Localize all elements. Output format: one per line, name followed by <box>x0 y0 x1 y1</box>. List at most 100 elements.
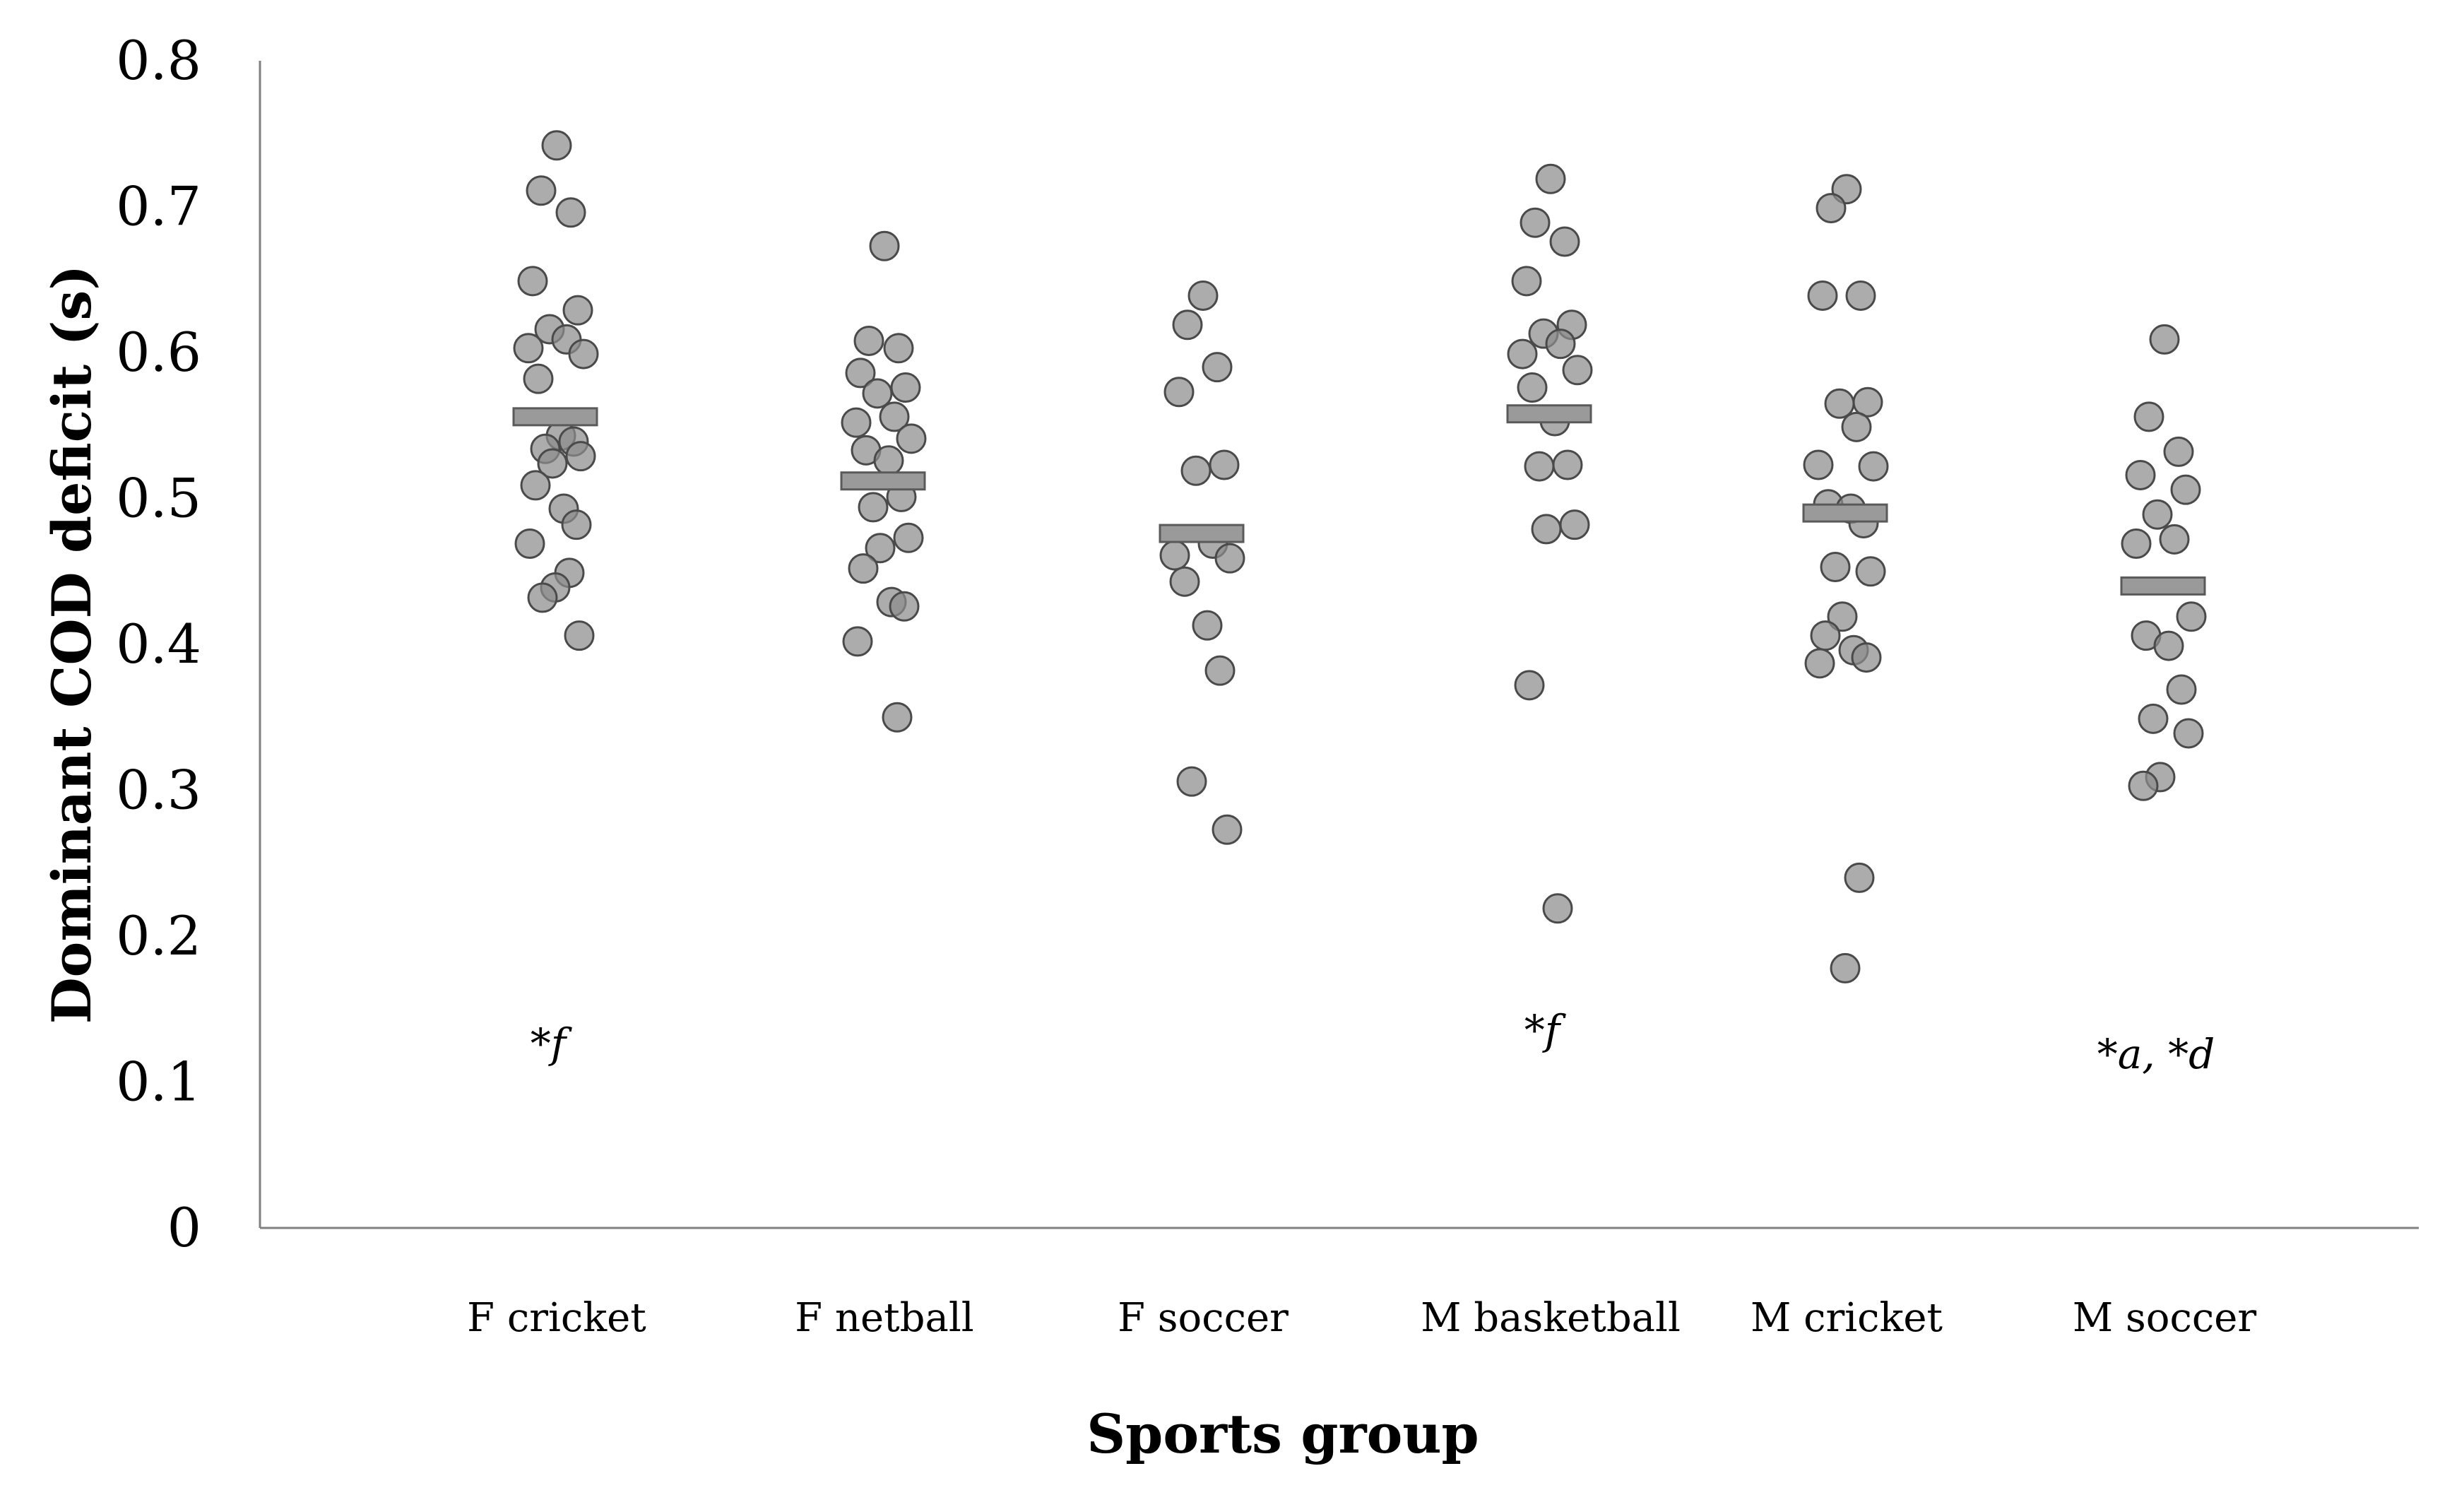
y-tick-label: 0.8 <box>116 29 201 92</box>
mean-bar <box>2120 576 2206 596</box>
data-point <box>1841 411 1872 442</box>
data-point <box>1176 766 1207 797</box>
y-tick-labels: 0 0.1 0.2 0.3 0.4 0.5 0.6 0.7 0.8 <box>116 29 201 1259</box>
data-point <box>890 372 921 403</box>
data-point <box>1820 552 1851 583</box>
data-point <box>1172 309 1203 341</box>
data-point <box>1159 540 1190 571</box>
data-point <box>523 363 554 394</box>
mean-bar <box>512 407 598 427</box>
data-point <box>568 338 599 370</box>
data-point <box>2125 459 2156 490</box>
group-5 <box>2120 324 2207 801</box>
significance-annotation: *f <box>531 1020 573 1068</box>
data-point <box>1514 670 1545 701</box>
data-point <box>1830 952 1861 983</box>
data-point <box>853 325 884 356</box>
data-point <box>889 591 920 622</box>
data-point <box>1845 280 1876 311</box>
data-point <box>2173 718 2204 749</box>
data-point <box>562 295 593 326</box>
data-point <box>2159 524 2190 555</box>
data-point <box>537 448 568 479</box>
data-point <box>1192 610 1223 641</box>
data-point <box>2153 630 2184 661</box>
annotations: *f *f *a, *d <box>531 1006 2215 1078</box>
data-point <box>1549 226 1580 257</box>
data-point <box>1511 266 1542 297</box>
data-point <box>1202 352 1233 383</box>
data-point <box>1524 451 1555 482</box>
y-tick-label: 0.5 <box>116 467 201 530</box>
data-point <box>1827 601 1858 632</box>
data-point <box>541 130 572 161</box>
data-point <box>1212 814 1243 845</box>
y-tick-label: 0.1 <box>116 1051 201 1113</box>
mean-bar <box>1802 503 1888 523</box>
data-point <box>527 582 558 613</box>
data-point <box>1169 566 1200 597</box>
significance-annotation: *a, *d <box>2097 1030 2215 1078</box>
y-tick-label: 0.6 <box>116 321 201 384</box>
data-point <box>2121 528 2152 560</box>
data-point <box>893 522 924 553</box>
group-3 <box>1506 163 1593 924</box>
data-point <box>1559 509 1590 540</box>
data-point <box>883 333 914 364</box>
data-point <box>565 441 596 472</box>
mean-bar <box>840 471 926 491</box>
data-point <box>1163 377 1195 408</box>
data-point <box>1535 163 1566 194</box>
data-point <box>1810 620 1841 651</box>
data-point <box>879 401 910 432</box>
group-0 <box>512 130 599 651</box>
data-point <box>1531 514 1562 545</box>
data-point <box>862 378 893 409</box>
mean-bar <box>1506 404 1592 424</box>
data-point <box>845 358 876 389</box>
data-point <box>2128 770 2159 801</box>
data-point <box>561 509 592 540</box>
data-point <box>2163 436 2194 467</box>
data-marks <box>512 130 2207 983</box>
data-point <box>841 407 872 438</box>
x-category-label: M soccer <box>2073 1295 2256 1341</box>
y-tick-label: 0.2 <box>116 904 201 967</box>
data-point <box>1180 455 1212 486</box>
data-point <box>1542 893 1573 924</box>
data-point <box>1209 449 1240 480</box>
data-point <box>555 197 586 228</box>
data-point <box>1562 355 1593 386</box>
data-point <box>1204 655 1236 686</box>
data-point <box>1187 280 1219 311</box>
data-point <box>2176 601 2207 632</box>
data-point <box>842 626 873 657</box>
y-tick-label: 0.4 <box>116 613 201 675</box>
x-category-label: F soccer <box>1118 1295 1289 1341</box>
data-point <box>2149 324 2180 355</box>
x-category-label: M cricket <box>1751 1295 1943 1341</box>
data-point <box>1824 388 1855 419</box>
data-point <box>564 620 595 651</box>
data-point <box>2166 674 2197 705</box>
significance-annotation: *f <box>1524 1006 1567 1054</box>
data-point <box>1851 642 1882 673</box>
data-point <box>1517 372 1548 403</box>
y-axis-title: Dominant COD deficit (s) <box>40 265 103 1024</box>
mean-bar <box>1159 524 1245 543</box>
data-point <box>1520 207 1551 238</box>
data-point <box>1807 280 1838 311</box>
y-tick-label: 0 <box>167 1196 201 1259</box>
data-point <box>1552 449 1583 480</box>
y-tick-label: 0.3 <box>116 759 201 822</box>
x-category-label: F netball <box>795 1295 973 1341</box>
data-point <box>2138 703 2169 734</box>
x-category-label: M basketball <box>1421 1295 1681 1341</box>
data-point <box>2170 474 2201 505</box>
group-2 <box>1159 280 1245 845</box>
data-point <box>882 702 913 733</box>
data-point <box>1545 329 1576 360</box>
data-point <box>1214 543 1245 574</box>
data-point <box>1816 193 1847 224</box>
